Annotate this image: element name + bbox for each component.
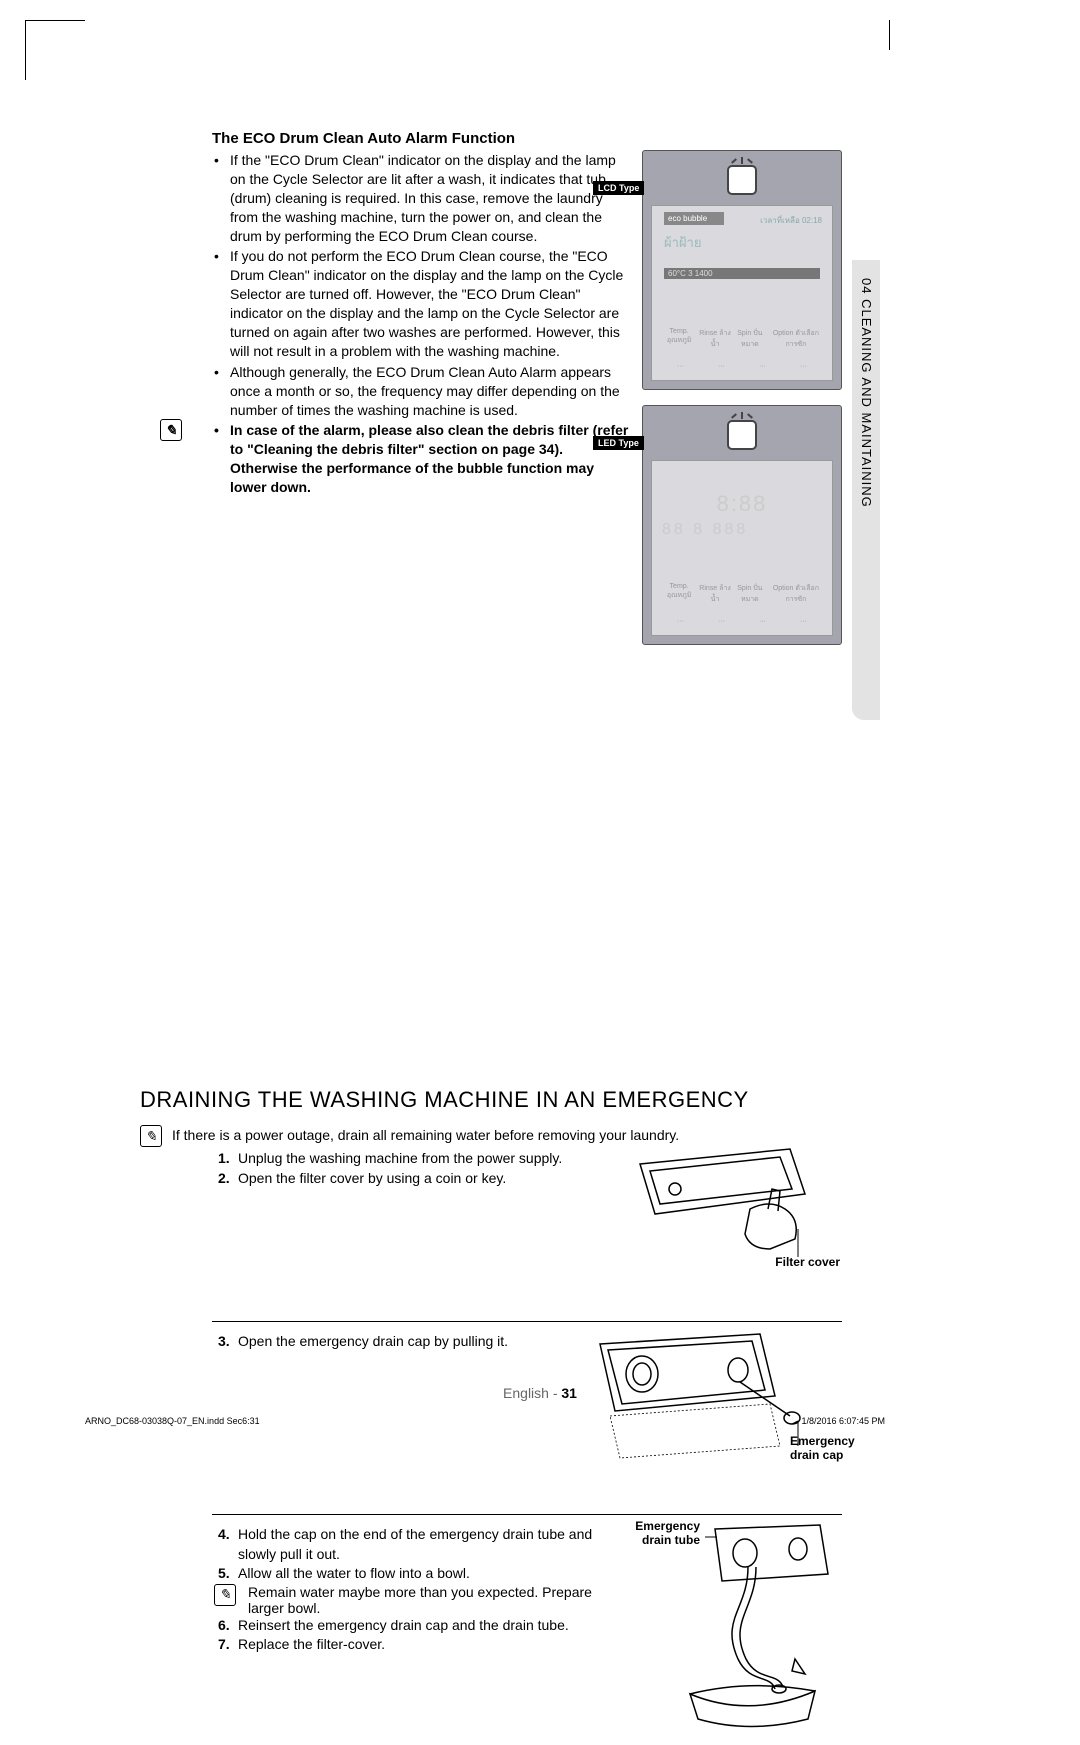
panel-btn: Temp. อุณหภูมิ [660, 583, 698, 605]
step-4: Hold the cap on the end of the emergency… [218, 1525, 610, 1564]
bowl-note-text: Remain water maybe more than you expecte… [248, 1584, 592, 1616]
eco-bullet: If the "ECO Drum Clean" indicator on the… [212, 151, 632, 245]
led-type-label: LED Type [593, 436, 644, 450]
note-icon: ✎ [214, 1584, 236, 1606]
footer-lang: English - [503, 1385, 561, 1401]
drain-tube-label: Emergency drain tube [610, 1519, 700, 1547]
panel-btn: Rinse ล้างน้ำ [698, 583, 732, 605]
lcd-panel-illustration: LCD Type eco bubble เวลาที่เหลือ 02:18 ผ… [642, 150, 842, 390]
step-1: Unplug the washing machine from the powe… [218, 1149, 620, 1169]
print-file: ARNO_DC68-03038Q-07_EN.indd Sec6:31 [85, 1416, 260, 1426]
drum-icon [727, 165, 757, 195]
filter-cover-label: Filter cover [600, 1255, 840, 1269]
panel-time: เวลาที่เหลือ 02:18 [664, 214, 822, 227]
step-5: Allow all the water to flow into a bowl. [218, 1564, 610, 1584]
print-stamp: 1/8/2016 6:07:45 PM [801, 1416, 885, 1426]
drain-tube-figure: Emergency drain tube [620, 1519, 840, 1729]
eco-title: The ECO Drum Clean Auto Alarm Function [212, 130, 632, 147]
print-metadata: ARNO_DC68-03038Q-07_EN.indd Sec6:31 1/8/… [85, 1416, 885, 1426]
page-content: The ECO Drum Clean Auto Alarm Function I… [140, 130, 840, 1745]
drain-cap-label: Emergency drain cap [790, 1434, 880, 1462]
step-3: Open the emergency drain cap by pulling … [218, 1332, 580, 1352]
panel-btn: Spin ปั่นหมาด [732, 583, 768, 605]
panel-temp: 60°C 3 1400 [664, 268, 820, 279]
side-tab: 04 CLEANING AND MAINTAINING [852, 260, 880, 720]
panel-prog: ผ้าฝ้าย [664, 232, 820, 253]
eco-bold-note: ✎ In case of the alarm, please also clea… [212, 421, 632, 497]
panel-btn: Spin ปั่นหมาด [732, 328, 768, 350]
panel-btn: Rinse ล้างน้ำ [698, 328, 732, 350]
footer-page: 31 [561, 1385, 577, 1401]
panel-btn: Option ตัวเลือกการซัก [768, 328, 824, 350]
seg-display: 8:88 [652, 491, 832, 517]
eco-bullet: Although generally, the ECO Drum Clean A… [212, 363, 632, 420]
step-6: Reinsert the emergency drain cap and the… [218, 1616, 610, 1636]
step-7: Replace the filter-cover. [218, 1635, 610, 1655]
eco-bold-text: In case of the alarm, please also clean … [230, 422, 628, 495]
drum-icon [727, 420, 757, 450]
panel-btn: Option ตัวเลือกการซัก [768, 583, 824, 605]
eco-bullet: If you do not perform the ECO Drum Clean… [212, 247, 632, 360]
note-icon: ✎ [160, 419, 182, 441]
seg-display-2: 88 8 888 [662, 521, 820, 539]
led-panel-illustration: LED Type 8:88 88 8 888 Temp. อุณหภูมิ Ri… [642, 405, 842, 645]
draining-heading: DRAINING THE WASHING MACHINE IN AN EMERG… [140, 1087, 840, 1113]
filter-cover-figure: Filter cover [600, 1139, 840, 1269]
lcd-type-label: LCD Type [593, 181, 644, 195]
step-2: Open the filter cover by using a coin or… [218, 1169, 620, 1189]
note-icon: ✎ [140, 1125, 162, 1147]
page-footer: English - 31 [0, 1385, 1080, 1401]
panel-btn: Temp. อุณหภูมิ [660, 328, 698, 350]
section-eco-alarm: The ECO Drum Clean Auto Alarm Function I… [212, 130, 632, 497]
